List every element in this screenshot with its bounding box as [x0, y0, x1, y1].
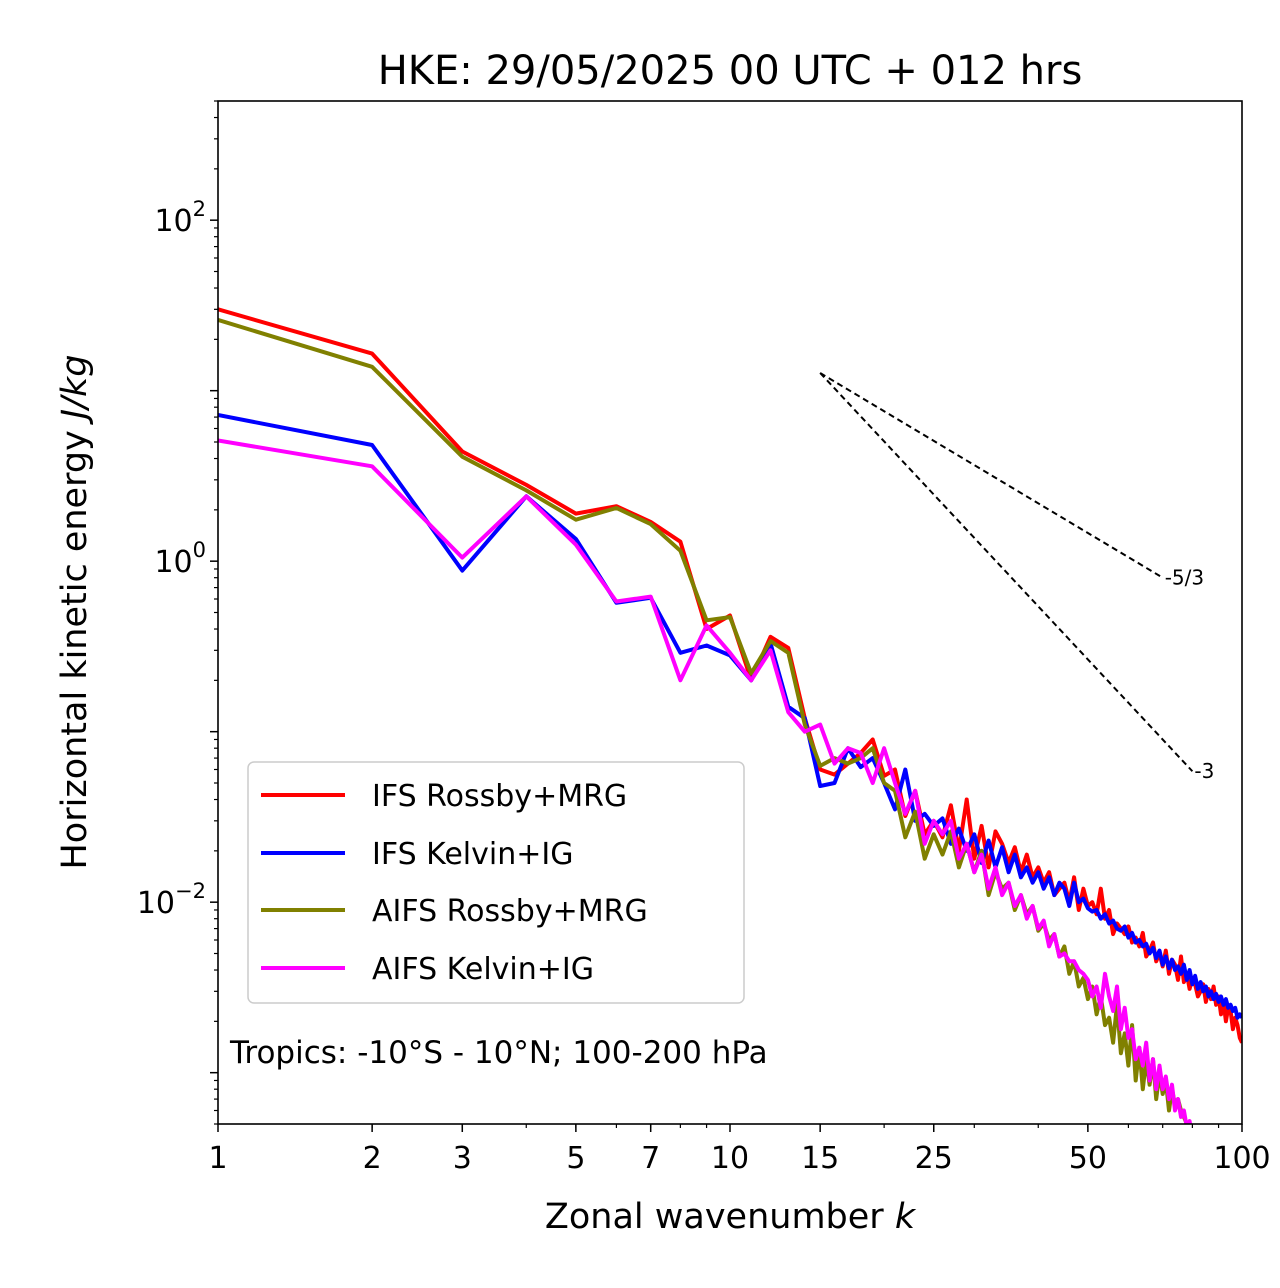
x-tick-label: 2 — [363, 1141, 382, 1176]
y-axis-label-unit: J/kg — [55, 354, 95, 425]
y-tick-label: 100 — [154, 538, 206, 580]
plot-frame — [217, 100, 1243, 1125]
legend-label-3: AIFS Kelvin+IG — [372, 952, 594, 987]
x-tick-label: 25 — [915, 1141, 953, 1176]
y-tick-label: 10−2 — [137, 879, 206, 921]
series-line-1 — [218, 413, 1242, 1020]
chart-title: HKE: 29/05/2025 00 UTC + 012 hrs — [378, 48, 1083, 94]
series-line-3 — [218, 438, 1193, 1124]
x-axis-label-main: Zonal wavenumber — [545, 1197, 895, 1237]
legend-entries: IFS Rossby+MRG IFS Kelvin+IG AIFS Rossby+M… — [261, 779, 648, 987]
x-axis-label: Zonal wavenumber k — [545, 1197, 917, 1237]
legend-label-2: AIFS Rossby+MRG — [372, 894, 648, 929]
x-tick-label: 10 — [711, 1141, 749, 1176]
y-tick-label: 102 — [154, 197, 206, 239]
x-axis-label-variable: k — [895, 1197, 917, 1237]
region-annotation: Tropics: -10°S - 10°N; 100-200 hPa — [229, 1035, 768, 1071]
x-tick-label: 50 — [1069, 1141, 1107, 1176]
slope-label-1: -3 — [1194, 759, 1214, 783]
x-tick-label: 1 — [208, 1141, 227, 1176]
legend-box — [247, 761, 745, 1004]
x-tick-label: 7 — [641, 1141, 660, 1176]
reference-slopes: -5/3 -3 — [819, 372, 1214, 783]
legend-label-1: IFS Kelvin+IG — [372, 837, 573, 872]
y-axis-label: Horizontal kinetic energy J/kg — [55, 354, 95, 869]
x-tick-label: 15 — [801, 1141, 839, 1176]
legend: IFS Rossby+MRG IFS Kelvin+IG AIFS Rossby+M… — [247, 761, 745, 1004]
axis-ticks: 1 2 3 5 7 10 15 25 50 100 102 100 10−2 — [137, 100, 1271, 1176]
slope-label-0: -5/3 — [1165, 566, 1204, 590]
x-tick-label: 5 — [566, 1141, 585, 1176]
series-layer — [218, 307, 1242, 1124]
slope-line-0 — [819, 372, 1164, 579]
x-tick-label: 100 — [1213, 1141, 1270, 1176]
legend-label-0: IFS Rossby+MRG — [372, 779, 627, 814]
x-tick-label: 3 — [453, 1141, 472, 1176]
y-axis-label-main: Horizontal kinetic energy — [55, 419, 95, 869]
slope-line-1 — [819, 372, 1194, 772]
